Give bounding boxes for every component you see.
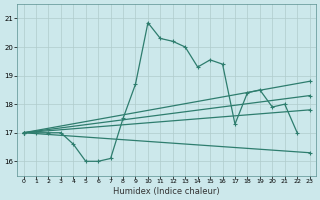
X-axis label: Humidex (Indice chaleur): Humidex (Indice chaleur)	[113, 187, 220, 196]
